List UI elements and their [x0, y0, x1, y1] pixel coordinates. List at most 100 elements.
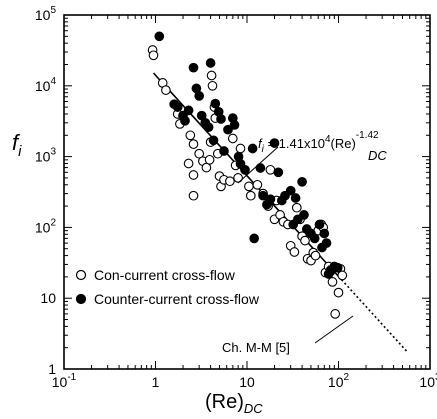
legend-label-countercurrent: Counter-current cross-flow [94, 291, 260, 307]
point-concurrent [327, 277, 338, 287]
point-countercurrent [285, 185, 296, 196]
chmm-leader-line [314, 315, 354, 344]
point-countercurrent [203, 122, 214, 133]
x-tick-label: 103 [419, 372, 437, 390]
y-tick-label: 103 [35, 147, 57, 165]
point-concurrent [289, 247, 300, 257]
point-concurrent [291, 202, 302, 213]
point-concurrent [183, 158, 194, 169]
chmm-label: Ch. M-M [5] [222, 340, 290, 355]
y-tick-label-base: 10 [35, 149, 51, 165]
y-tick-label: 104 [35, 76, 57, 94]
x-tick-label: 10-1 [52, 372, 77, 390]
point-concurrent [245, 190, 256, 201]
correlation-mid: (Re) [331, 136, 356, 151]
point-countercurrent [194, 91, 205, 101]
point-concurrent [225, 176, 235, 187]
point-countercurrent [273, 167, 284, 178]
line-ch-m-m-5- [337, 275, 408, 353]
y-axis-title-main: f [12, 130, 21, 155]
correlation-eq: = 1.41x10 [264, 136, 325, 151]
point-concurrent [227, 133, 238, 144]
y-tick-label: 10 [40, 290, 56, 306]
point-countercurrent [240, 164, 250, 175]
point-concurrent [206, 70, 217, 81]
point-concurrent [204, 154, 215, 165]
correlation-exp1: 4 [325, 134, 331, 145]
point-countercurrent [229, 120, 240, 130]
correlation-label: fi = 1.41x104(Re)-1.42 [258, 130, 379, 155]
point-countercurrent [180, 115, 190, 126]
correlation-sub-label: DC [368, 148, 387, 163]
y-tick-label: 105 [35, 5, 57, 23]
legend-label-concurrent: Con-current cross-flow [94, 267, 236, 283]
point-concurrent [310, 250, 321, 261]
legend: Con-current cross-flow Counter-current c… [75, 267, 260, 307]
correlation-leader-line [237, 146, 279, 184]
point-countercurrent [255, 163, 266, 173]
chart-marks [147, 31, 408, 353]
x-axis-title-sub: DC [244, 401, 263, 416]
x-tick-label-exp: -1 [67, 372, 76, 383]
x-tick-label: 102 [328, 372, 350, 390]
point-concurrent [300, 235, 310, 246]
point-concurrent [188, 170, 199, 180]
point-concurrent [188, 139, 199, 149]
point-countercurrent [332, 262, 343, 273]
y-tick-label-exp: 2 [50, 217, 56, 228]
point-concurrent [244, 181, 254, 192]
point-concurrent [337, 270, 348, 281]
x-tick-label-exp: 3 [435, 372, 437, 383]
point-concurrent [330, 309, 341, 319]
point-countercurrent [290, 193, 301, 203]
point-concurrent [252, 179, 263, 190]
axis-ticks [64, 15, 430, 369]
point-countercurrent [188, 62, 199, 73]
point-countercurrent [249, 233, 260, 244]
y-axis-title: fi [12, 130, 22, 160]
x-axis-title-main: (Re) [205, 391, 244, 413]
y-tick-label: 102 [35, 217, 57, 235]
y-tick-label-exp: 5 [50, 5, 56, 16]
point-countercurrent [269, 138, 280, 148]
point-countercurrent [154, 31, 165, 42]
correlation-lhs: f [258, 136, 263, 151]
y-tick-label-base: 10 [35, 219, 51, 235]
point-concurrent [185, 130, 196, 141]
point-countercurrent [216, 114, 226, 124]
point-countercurrent [297, 176, 307, 187]
correlation-lhs-sub: i [262, 144, 265, 155]
point-concurrent [333, 287, 344, 298]
y-tick-label-base: 10 [35, 78, 51, 94]
y-tick-label-exp: 4 [50, 76, 56, 87]
point-concurrent [148, 50, 159, 61]
point-concurrent [194, 148, 205, 159]
point-countercurrent [314, 219, 325, 230]
point-countercurrent [208, 135, 219, 146]
legend-marker-countercurrent [75, 293, 87, 305]
x-tick-label: 10 [239, 374, 255, 390]
x-tick-label: 1 [152, 374, 160, 390]
point-concurrent [235, 143, 246, 154]
point-countercurrent [210, 98, 221, 109]
x-tick-label-exp: 2 [344, 372, 350, 383]
legend-marker-concurrent [75, 269, 87, 281]
x-tick-label-base: 10 [52, 374, 68, 390]
point-countercurrent [205, 58, 216, 68]
x-tick-label-base: 10 [328, 374, 344, 390]
correlation-exp2: -1.42 [356, 130, 379, 141]
point-countercurrent [247, 143, 258, 154]
plot-frame [63, 14, 431, 370]
point-countercurrent [309, 233, 320, 244]
point-concurrent [188, 190, 199, 201]
line-correlation [152, 72, 340, 277]
x-axis-title: (Re)DC [205, 391, 263, 416]
point-concurrent [265, 164, 276, 175]
point-concurrent [207, 80, 218, 91]
point-countercurrent [172, 102, 183, 112]
point-countercurrent [319, 228, 330, 239]
point-concurrent [233, 173, 243, 183]
y-tick-label: 1 [48, 361, 56, 377]
point-countercurrent [223, 124, 233, 135]
